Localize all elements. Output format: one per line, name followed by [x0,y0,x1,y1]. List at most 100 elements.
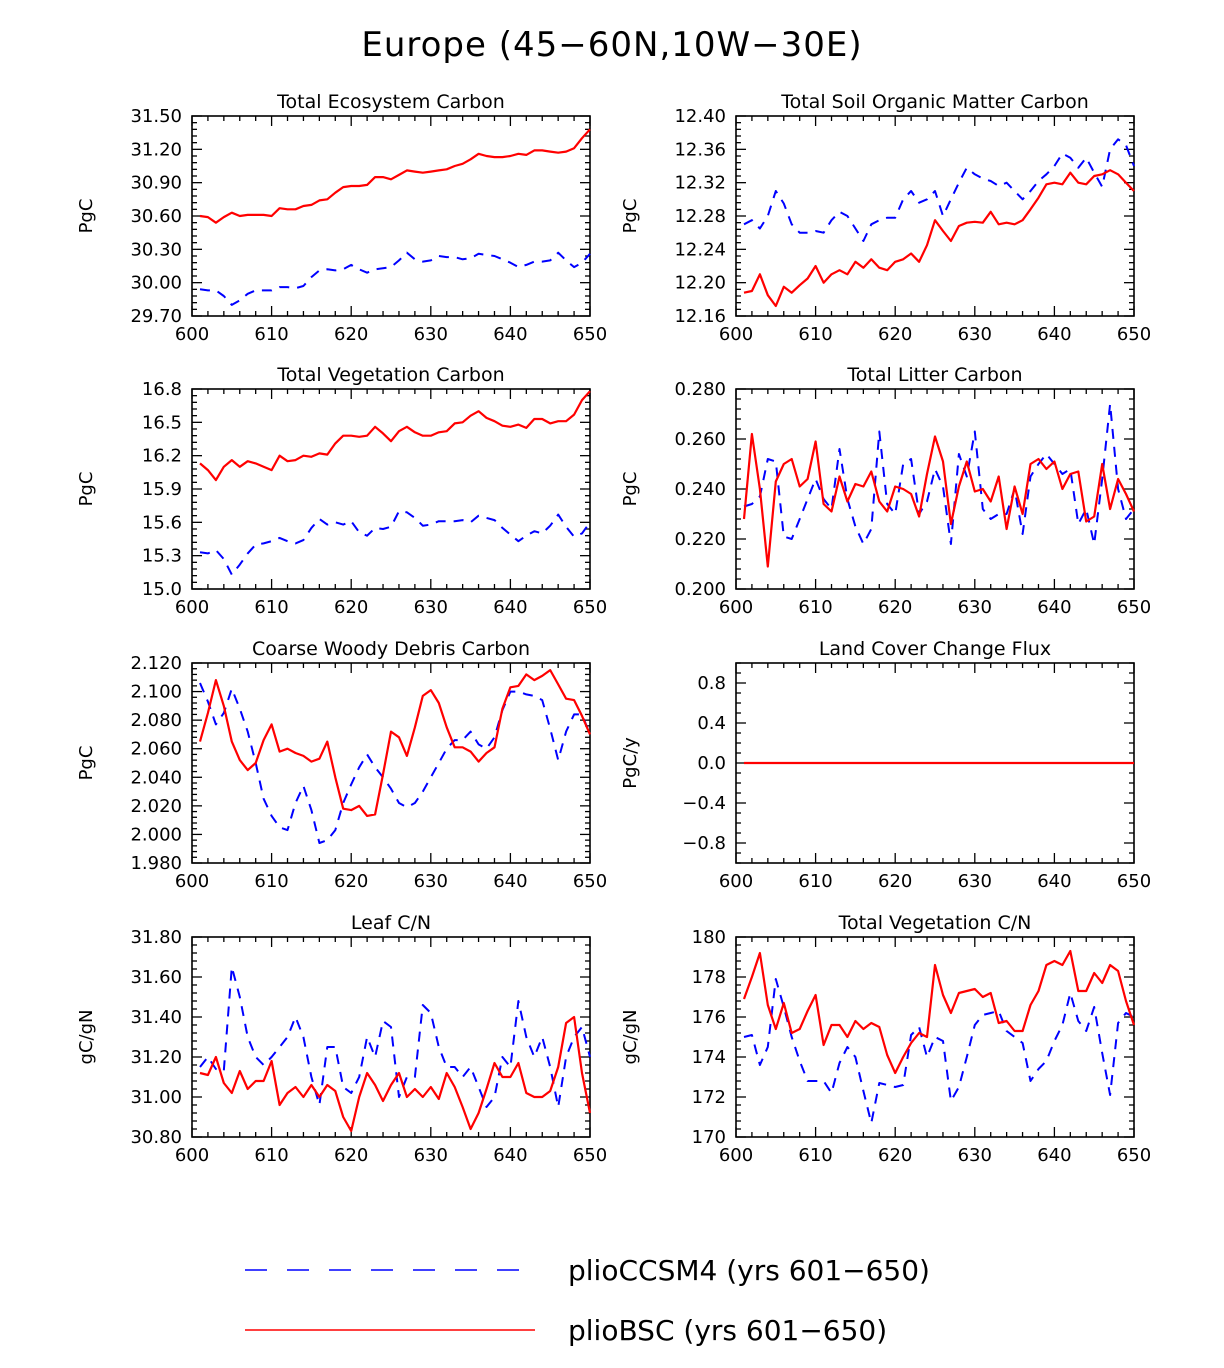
y-tick-label: 12.32 [674,173,726,194]
y-tick-label: 1.980 [130,853,182,874]
x-tick-label: 630 [414,597,448,618]
y-tick-label: 2.120 [130,653,182,674]
x-tick-label: 620 [878,1145,912,1166]
x-tick-label: 630 [414,1145,448,1166]
y-tick-label: 15.6 [142,512,182,533]
x-tick-label: 600 [175,597,209,618]
panels: Total Ecosystem Carbon PgC 600 610 620 630 640… [76,91,1151,1166]
panel-leaf-cn: Leaf C/N gC/gN 600 610 620 630 640 650 30.80 31.0… [76,912,607,1166]
x-tick-label: 640 [1037,324,1071,345]
legend-label-plioCCSM4: plioCCSM4 (yrs 601−650) [568,1254,930,1287]
series-line-plioCCSM4 [199,251,591,306]
y-axis-label: gC/gN [620,1010,641,1065]
series-line-plioBSC [743,169,1135,308]
x-tick-label: 650 [573,597,607,618]
x-tick-label: 640 [493,324,527,345]
x-tick-label: 650 [1117,597,1151,618]
x-tick-label: 630 [958,1145,992,1166]
plot-frame [191,936,591,1138]
panel-title: Total Vegetation C/N [838,912,1032,934]
panel-title: Total Soil Organic Matter Carbon [780,91,1089,113]
figure-title: Europe (45−60N,10W−30E) [361,25,862,65]
x-tick-label: 610 [798,871,832,892]
y-tick-label: 0.200 [674,579,726,600]
panel-title: Total Litter Carbon [846,364,1022,386]
y-tick-label: 174 [692,1047,726,1068]
series-line-plioCCSM4 [743,978,1135,1124]
x-tick-label: 610 [798,1145,832,1166]
y-tick-label: 0.0 [697,753,726,774]
y-tick-label: 31.80 [130,927,182,948]
series-line-plioBSC [199,128,591,224]
x-tick-label: 640 [1037,597,1071,618]
x-tick-label: 610 [254,324,288,345]
x-tick-label: 650 [573,871,607,892]
panel-total-vegetation-carbon: Total Vegetation Carbon PgC 600 610 620 630 64… [76,364,607,618]
y-tick-label: 30.00 [130,273,182,294]
x-tick-label: 610 [254,871,288,892]
panel-total-soil-organic-matter-carbon: Total Soil Organic Matter Carbon PgC 600 61… [620,91,1151,345]
y-tick-label: −0.8 [682,833,726,854]
series-line-plioCCSM4 [199,966,591,1108]
plot-frame [735,388,1135,590]
x-tick-label: 620 [334,597,368,618]
series-line-plioBSC [198,668,592,818]
series-line-plioBSC [199,1015,592,1133]
panel-total-litter-carbon: Total Litter Carbon PgC 600 610 620 630 640 650… [620,364,1151,618]
y-tick-label: 31.60 [130,967,182,988]
x-tick-label: 630 [414,871,448,892]
x-tick-label: 610 [254,597,288,618]
x-tick-label: 600 [175,324,209,345]
x-tick-label: 620 [878,871,912,892]
series-line-plioCCSM4 [199,510,591,576]
y-tick-label: 2.040 [130,767,182,788]
x-tick-label: 630 [958,597,992,618]
y-tick-label: 16.5 [142,412,182,433]
y-tick-label: 30.80 [130,1127,182,1148]
panel-title: Total Vegetation Carbon [276,364,504,386]
y-tick-label: 31.50 [130,106,182,127]
panel-title: Land Cover Change Flux [819,638,1051,660]
y-tick-label: 0.240 [674,479,726,500]
panel-title: Coarse Woody Debris Carbon [252,638,530,660]
y-axis-label: PgC/y [620,737,641,789]
x-tick-label: 640 [493,871,527,892]
y-tick-label: −0.4 [682,793,726,814]
x-tick-label: 600 [175,871,209,892]
x-tick-label: 620 [334,324,368,345]
x-tick-label: 650 [1117,324,1151,345]
x-tick-label: 610 [254,1145,288,1166]
y-tick-label: 0.280 [674,379,726,400]
y-tick-label: 2.080 [130,710,182,731]
series-line-plioCCSM4 [743,138,1135,242]
y-tick-label: 0.4 [697,713,726,734]
series-line-plioCCSM4 [743,403,1135,545]
x-tick-label: 600 [719,871,753,892]
x-tick-label: 600 [175,1145,209,1166]
y-tick-label: 172 [692,1087,726,1108]
panel-title: Total Ecosystem Carbon [276,91,505,113]
x-tick-label: 640 [493,1145,527,1166]
y-axis-label: PgC [620,199,641,234]
y-tick-label: 29.70 [130,306,182,327]
y-axis-label: gC/gN [76,1010,97,1065]
series-line-plioBSC [199,390,591,482]
y-tick-label: 178 [692,967,726,988]
y-axis-label: PgC [76,472,97,507]
y-tick-label: 12.28 [674,206,726,227]
x-tick-label: 640 [1037,871,1071,892]
x-tick-label: 600 [719,597,753,618]
y-tick-label: 12.24 [674,239,726,260]
y-tick-label: 176 [692,1007,726,1028]
x-tick-label: 610 [798,324,832,345]
y-tick-label: 30.60 [130,206,182,227]
x-tick-label: 620 [878,597,912,618]
x-tick-label: 610 [798,597,832,618]
x-tick-label: 630 [414,324,448,345]
x-tick-label: 650 [1117,871,1151,892]
y-tick-label: 31.20 [130,139,182,160]
y-tick-label: 31.20 [130,1047,182,1068]
x-tick-label: 630 [958,871,992,892]
y-tick-label: 2.060 [130,739,182,760]
